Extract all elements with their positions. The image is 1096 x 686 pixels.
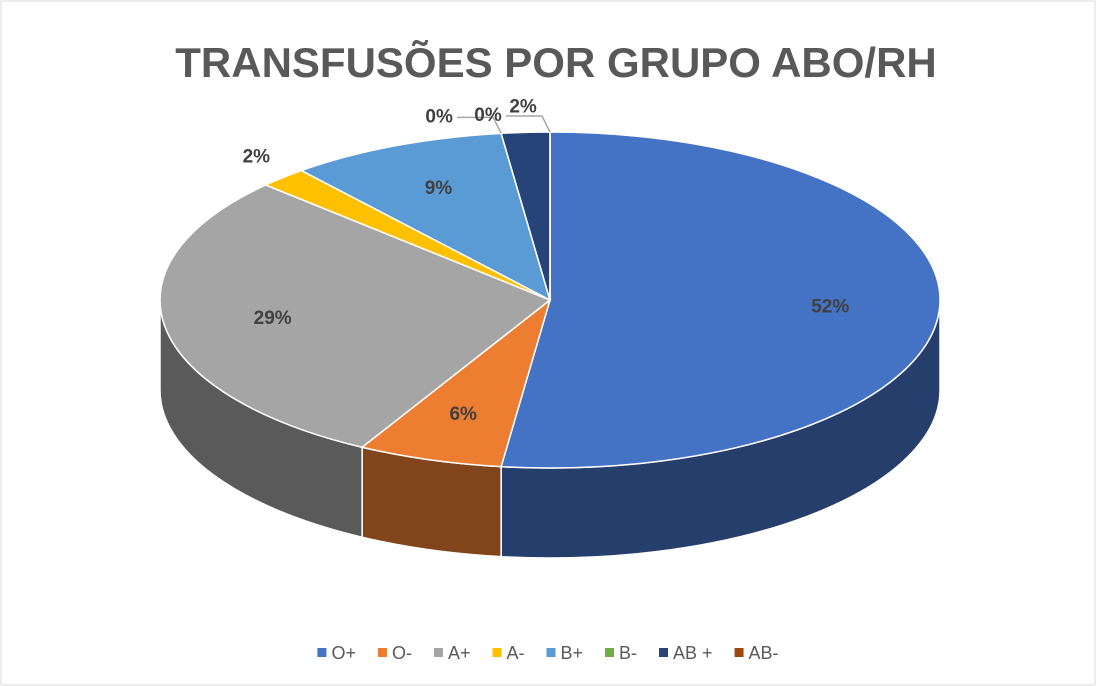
- data-label: 2%: [243, 146, 271, 167]
- legend-swatch: [605, 648, 615, 657]
- data-label: 9%: [425, 178, 453, 199]
- data-label: 0%: [474, 105, 502, 126]
- legend-swatch: [659, 648, 669, 657]
- legend-swatch: [546, 648, 556, 657]
- legend-label: AB-: [749, 643, 779, 663]
- data-label: 2%: [509, 97, 537, 118]
- legend-swatch: [317, 648, 327, 657]
- data-label: 6%: [449, 404, 477, 425]
- chart-title: TRANSFUSÕES POR GRUPO ABO/RH: [175, 38, 937, 86]
- data-label: 0%: [425, 106, 453, 127]
- legend-label: A-: [506, 643, 524, 663]
- legend-label: B+: [560, 643, 583, 663]
- data-label: 29%: [254, 308, 292, 329]
- slice: [360, 297, 552, 468]
- slice: [299, 132, 552, 302]
- legend-swatch: [377, 648, 387, 657]
- legend-swatch: [492, 648, 502, 657]
- legend-swatch: [734, 648, 744, 657]
- legend-label: A+: [448, 643, 471, 663]
- slice: [500, 131, 941, 469]
- leader-line: [457, 116, 502, 134]
- legend-label: O-: [392, 643, 412, 663]
- legend-label: O+: [331, 643, 356, 663]
- legend-label: B-: [619, 643, 637, 663]
- data-label: 52%: [811, 297, 849, 318]
- leader-line: [506, 115, 551, 133]
- legend-swatch: [433, 648, 443, 657]
- slice: [159, 184, 552, 449]
- legend-label: AB +: [673, 643, 713, 663]
